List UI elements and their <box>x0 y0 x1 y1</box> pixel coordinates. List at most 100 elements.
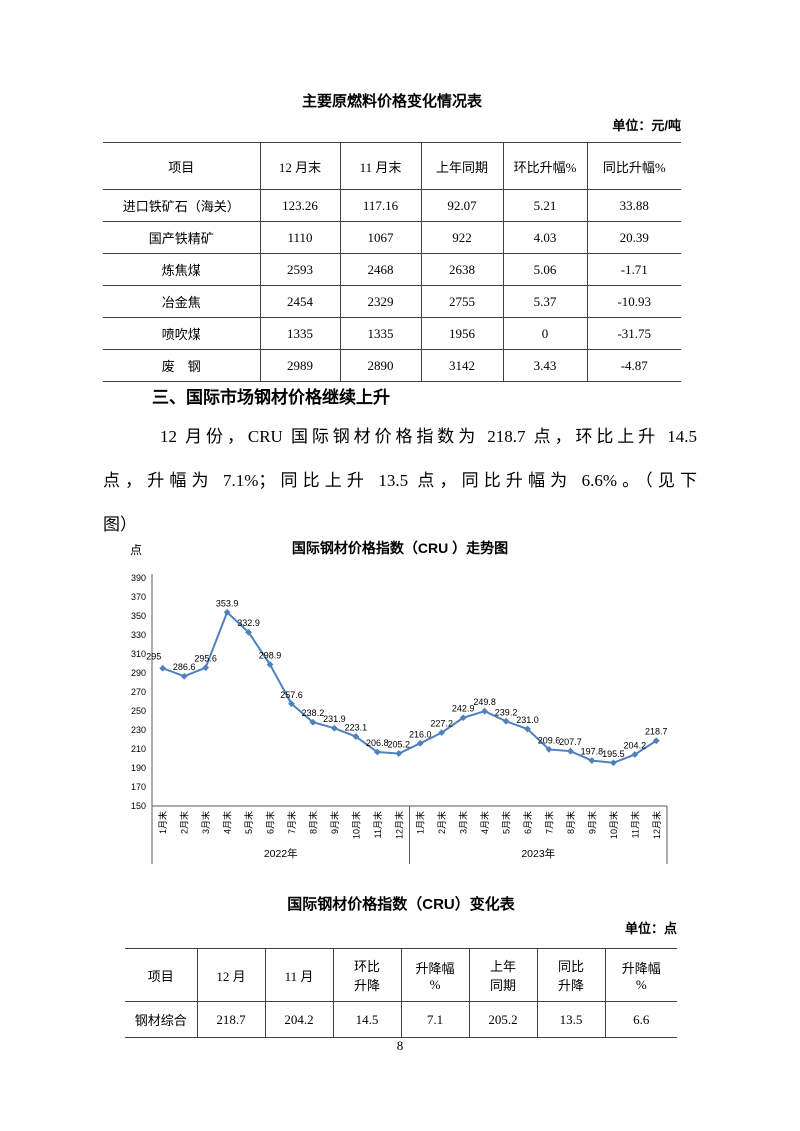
table-cell: 2989 <box>259 349 340 382</box>
data-point-marker <box>502 717 510 725</box>
x-tick-label: 5月末 <box>501 811 512 834</box>
table-cell: 1956 <box>420 317 503 350</box>
data-point-label: 332.9 <box>237 618 260 628</box>
table-cell: 2468 <box>339 253 421 286</box>
fuel-price-table: 项目 12 月末 11 月末 上年同期 环比升幅% 同比升幅% 进口铁矿石（海关） 123.2… <box>103 142 681 382</box>
table-row: 进口铁矿石（海关） 123.26 117.16 92.07 5.21 33.88 <box>103 189 681 222</box>
table-cell: 喷吹煤 <box>103 317 260 350</box>
cru-index-table: 项目 12 月 11 月环比 升降 升降幅 % 上年 同期 同比 升降 升降幅 % 钢材综合 2… <box>125 948 677 1038</box>
data-point-marker <box>331 724 338 732</box>
table-cell: -1.71 <box>586 253 681 286</box>
table-cell: 1335 <box>259 317 340 350</box>
data-point-label: 353.9 <box>216 598 239 608</box>
table-cell: -10.93 <box>586 285 681 318</box>
year-group-label: 2023年 <box>521 847 555 860</box>
table-header-cell: 同比 升降 <box>536 948 605 1002</box>
data-point-marker <box>416 739 424 747</box>
chart-y-unit: 点 <box>130 543 142 557</box>
section-heading: 三、国际市场钢材价格继续上升 <box>152 388 390 407</box>
table-cell: 冶金焦 <box>103 285 260 318</box>
data-point-label: 286.6 <box>173 662 196 672</box>
table-cell: 国产铁精矿 <box>103 221 260 254</box>
x-tick-label: 3月末 <box>200 811 211 834</box>
data-point-label: 218.7 <box>645 727 668 737</box>
x-tick-label: 12月末 <box>393 811 404 839</box>
table-cell: 7.1 <box>400 1001 469 1038</box>
table-cell: 13.5 <box>536 1001 605 1038</box>
page-number: 8 <box>396 1038 404 1053</box>
table-cell: 0 <box>502 317 587 350</box>
data-point-label: 257.6 <box>280 690 303 700</box>
table-row: 炼焦煤 2593 2468 2638 5.06 -1.71 <box>103 253 681 286</box>
table-header-cell: 同比升幅% <box>586 142 681 190</box>
y-tick-label: 170 <box>131 782 146 792</box>
x-tick-label: 4月末 <box>479 811 490 834</box>
table-cell: 205.2 <box>468 1001 537 1038</box>
x-tick-label: 1月末 <box>415 811 426 834</box>
table-cell: 进口铁矿石（海关） <box>103 189 260 222</box>
table-cell: 204.2 <box>264 1001 333 1038</box>
table-header-cell: 上年 同期 <box>468 948 537 1002</box>
year-group-label: 2022年 <box>264 847 298 860</box>
table-cell: 1110 <box>259 221 340 254</box>
table-header-cell: 12 月末 <box>259 142 340 190</box>
table-header-cell: 12 月 <box>196 948 265 1002</box>
data-point-label: 195.5 <box>602 749 625 759</box>
table-cell: 6.6 <box>604 1001 677 1038</box>
data-point-marker <box>459 714 467 722</box>
table-cell: 2329 <box>339 285 421 318</box>
table-cell: 2638 <box>420 253 503 286</box>
table-cell: 218.7 <box>196 1001 265 1038</box>
table-row: 废 钢 2989 2890 3142 3.43 -4.87 <box>103 349 681 382</box>
y-tick-label: 230 <box>131 725 146 735</box>
table-row: 钢材综合 218.7 204.2 14.5 7.1 205.2 13.5 6.6 <box>125 1001 677 1038</box>
y-tick-label: 270 <box>131 687 146 697</box>
data-point-marker <box>481 707 488 715</box>
chart-title: 国际钢材价格指数（CRU ）走势图 <box>292 540 508 556</box>
table-cell: 20.39 <box>586 221 681 254</box>
table-cell: 2890 <box>339 349 421 382</box>
table2-unit-label: 单位：点 <box>624 921 677 936</box>
data-point-label: 197.8 <box>581 747 604 757</box>
y-tick-label: 210 <box>131 744 146 754</box>
x-tick-label: 9月末 <box>586 811 597 834</box>
data-point-marker <box>588 757 596 764</box>
x-tick-label: 7月末 <box>286 811 297 834</box>
table2-title: 国际钢材价格指数（CRU）变化表 <box>287 896 515 913</box>
data-point-label: 204.2 <box>624 741 647 751</box>
table-row: 国产铁精矿 1110 1067 922 4.03 20.39 <box>103 221 681 254</box>
table-cell: 33.88 <box>586 189 681 222</box>
x-tick-label: 6月末 <box>522 811 533 834</box>
data-point-label: 298.9 <box>259 651 282 661</box>
x-tick-label: 4月末 <box>222 811 233 834</box>
x-tick-label: 8月末 <box>307 811 318 834</box>
y-tick-label: 370 <box>131 592 146 602</box>
table-row: 冶金焦 2454 2329 2755 5.37 -10.93 <box>103 285 681 318</box>
table-cell: 5.37 <box>502 285 587 318</box>
table-cell: 5.21 <box>502 189 587 222</box>
data-point-label: 205.2 <box>388 740 411 750</box>
paragraph-line: 点，升幅为 7.1%；同比上升 13.5 点，同比升幅为 6.6%。（见下 <box>103 471 697 490</box>
data-point-marker <box>438 729 446 737</box>
data-point-marker <box>266 661 274 668</box>
table-header-cell: 项目 <box>103 142 260 190</box>
table-cell: 117.16 <box>339 189 421 222</box>
data-point-marker <box>395 750 403 757</box>
data-point-marker <box>180 672 188 680</box>
y-tick-label: 250 <box>131 706 146 716</box>
data-point-marker <box>567 747 574 755</box>
x-tick-label: 2月末 <box>179 811 190 834</box>
table-cell: 5.06 <box>502 253 587 286</box>
table-cell: 3.43 <box>502 349 587 382</box>
table-cell: 922 <box>420 221 503 254</box>
table-header-cell: 升降幅 % <box>604 948 677 1002</box>
table-header-cell: 11 月末 <box>339 142 421 190</box>
x-tick-label: 6月末 <box>265 811 276 834</box>
table-cell: 14.5 <box>332 1001 401 1038</box>
table-header-cell: 升降幅 % <box>400 948 469 1002</box>
table-cell: 123.26 <box>259 189 340 222</box>
x-tick-label: 11月末 <box>372 811 383 838</box>
data-point-marker <box>373 748 381 756</box>
data-point-label: 242.9 <box>452 704 475 714</box>
